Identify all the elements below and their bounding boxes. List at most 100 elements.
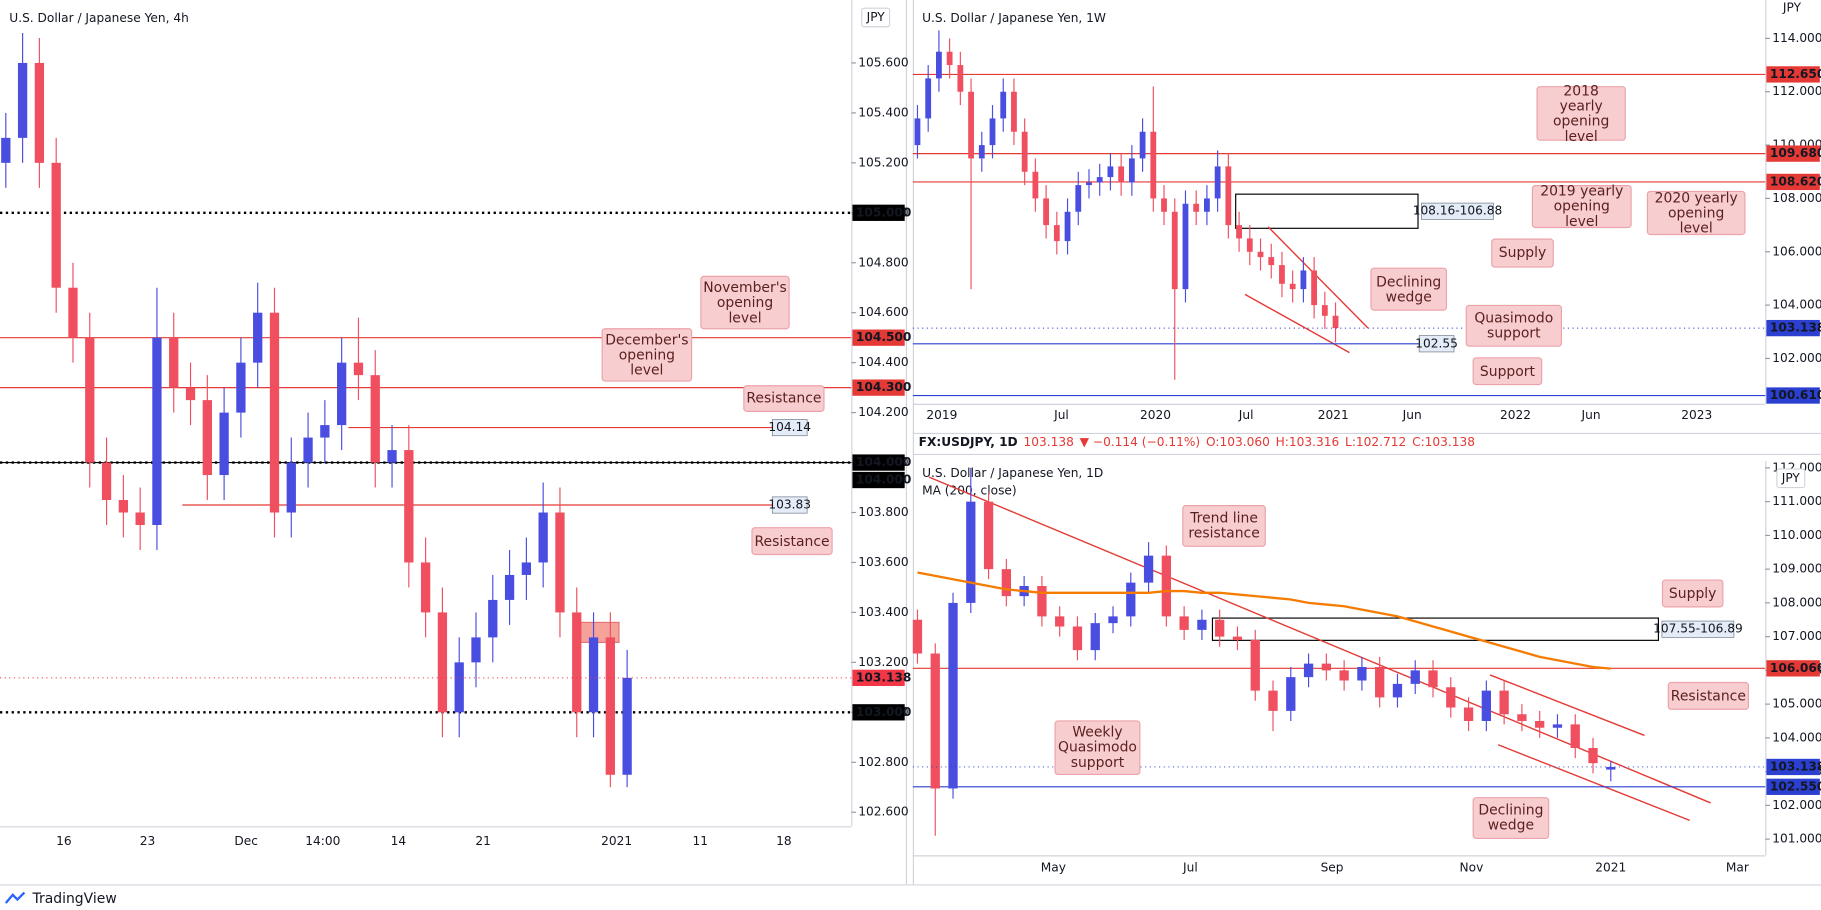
x-tick-label: Dec — [234, 834, 258, 848]
candle-body — [1517, 714, 1527, 721]
candle-body — [404, 450, 414, 563]
candle-body — [1143, 555, 1154, 583]
x-tick-label: 18 — [776, 834, 792, 848]
unit-label: JPY — [1782, 1, 1802, 15]
candle-body — [152, 337, 162, 525]
marked-level-tag — [771, 496, 808, 514]
chart-title: U.S. Dollar / Japanese Yen, 4h — [9, 11, 189, 25]
candle-body — [1150, 131, 1157, 199]
candle-body — [1215, 619, 1225, 637]
candle-body — [1286, 677, 1296, 711]
candle-body — [912, 619, 923, 654]
level-badge — [852, 704, 905, 721]
candle-body — [1197, 619, 1207, 630]
candle-body — [925, 78, 932, 119]
trend-line — [1489, 674, 1645, 737]
y-tick-label: 108.000 — [1772, 191, 1821, 205]
annotation: Declining wedge — [1370, 267, 1448, 311]
x-tick-label: 2021 — [1318, 408, 1349, 422]
y-tick-label: 103.800 — [858, 505, 908, 519]
candle-body — [1375, 667, 1385, 698]
annotation: Resistance — [751, 527, 833, 556]
candle-body — [1214, 166, 1221, 199]
candle-body — [622, 677, 632, 775]
annotation: Supply — [1491, 238, 1554, 268]
header-change: ▼ −0.114 (−0.11%) — [1080, 435, 1201, 449]
marked-level-label: 102.55 — [1415, 336, 1458, 350]
candle-body — [1001, 569, 1011, 597]
x-tick-label: 14 — [391, 834, 407, 848]
marked-level-label: 104.14 — [768, 420, 811, 434]
candle-body — [1075, 185, 1082, 212]
candle-body — [936, 51, 942, 79]
candle-body — [1090, 623, 1100, 651]
candle-body — [1588, 747, 1598, 764]
y-tick-label: 104.000 — [1772, 730, 1821, 744]
level-label: 112.650 — [1770, 67, 1821, 81]
candle-body — [1072, 626, 1083, 651]
y-tick-label: 102.000 — [1772, 798, 1821, 812]
candle-body — [1246, 238, 1253, 252]
level-badge — [852, 329, 905, 346]
candle-body — [1446, 687, 1456, 708]
annotation: Quasimodo support — [1465, 304, 1563, 347]
zone-tag — [1661, 620, 1735, 638]
y-tick-label: 112.000 — [1772, 84, 1821, 98]
level-badge — [852, 379, 905, 396]
trend-line — [1244, 293, 1350, 354]
candle-body — [521, 562, 532, 575]
header-high: H:103.316 — [1276, 435, 1340, 449]
candle-body — [983, 501, 994, 570]
x-tick-label: May — [1041, 861, 1066, 875]
candle-body — [353, 362, 364, 376]
level-label: 106.060 — [1770, 661, 1821, 675]
last-price-badge — [1766, 319, 1820, 337]
candle-body — [1481, 690, 1491, 721]
annotation: November's opening level — [700, 275, 790, 330]
candle-body — [253, 312, 263, 363]
y-tick-label: 103.200 — [858, 655, 908, 669]
candle-body — [555, 512, 565, 613]
candle-body — [1, 137, 11, 163]
candle-body — [387, 450, 397, 463]
logo — [4, 891, 26, 904]
candle-body — [370, 375, 380, 463]
candle-body — [135, 512, 145, 525]
chart-title: U.S. Dollar / Japanese Yen, 1D — [922, 466, 1103, 480]
moving-average — [917, 571, 1611, 670]
last-price-badge — [852, 669, 905, 686]
y-tick-label: 103.400 — [858, 605, 908, 619]
unit-label: JPY — [1781, 471, 1801, 485]
candle-body — [1096, 177, 1103, 183]
candle-body — [1204, 198, 1210, 212]
candle-body — [968, 91, 974, 159]
candle-body — [1171, 211, 1178, 290]
last-price-badge — [1766, 758, 1820, 776]
y-tick-label: 108.000 — [1772, 595, 1821, 609]
candle-body — [1108, 616, 1118, 624]
annotation: 2018 yearly opening level — [1536, 83, 1626, 143]
zone — [1235, 193, 1419, 229]
candle-body — [1139, 131, 1146, 159]
x-tick-label: 2020 — [1140, 408, 1171, 422]
candle-body — [185, 387, 196, 401]
candle-body — [1250, 640, 1260, 691]
x-tick-label: 23 — [140, 834, 156, 848]
level-label: 109.680 — [1770, 146, 1821, 160]
zone-label: 108.16-106.88 — [1413, 204, 1503, 218]
level-label: 105.000 — [856, 205, 911, 219]
candle-body — [1193, 203, 1200, 212]
zone — [1211, 617, 1659, 641]
candle-body — [1161, 555, 1171, 617]
candle-body — [488, 599, 498, 638]
candle-body — [1257, 251, 1264, 258]
candle-body — [219, 412, 229, 476]
header-symbol: FX:USDJPY, 1D — [919, 435, 1018, 449]
level-badge — [852, 204, 905, 221]
header-open: O:103.060 — [1206, 435, 1270, 449]
x-tick-label: 11 — [693, 834, 709, 848]
x-tick-label: Jul — [1238, 408, 1254, 422]
candle-body — [1303, 663, 1314, 678]
footer: TradingView — [4, 890, 117, 907]
candle-body — [1332, 315, 1339, 329]
